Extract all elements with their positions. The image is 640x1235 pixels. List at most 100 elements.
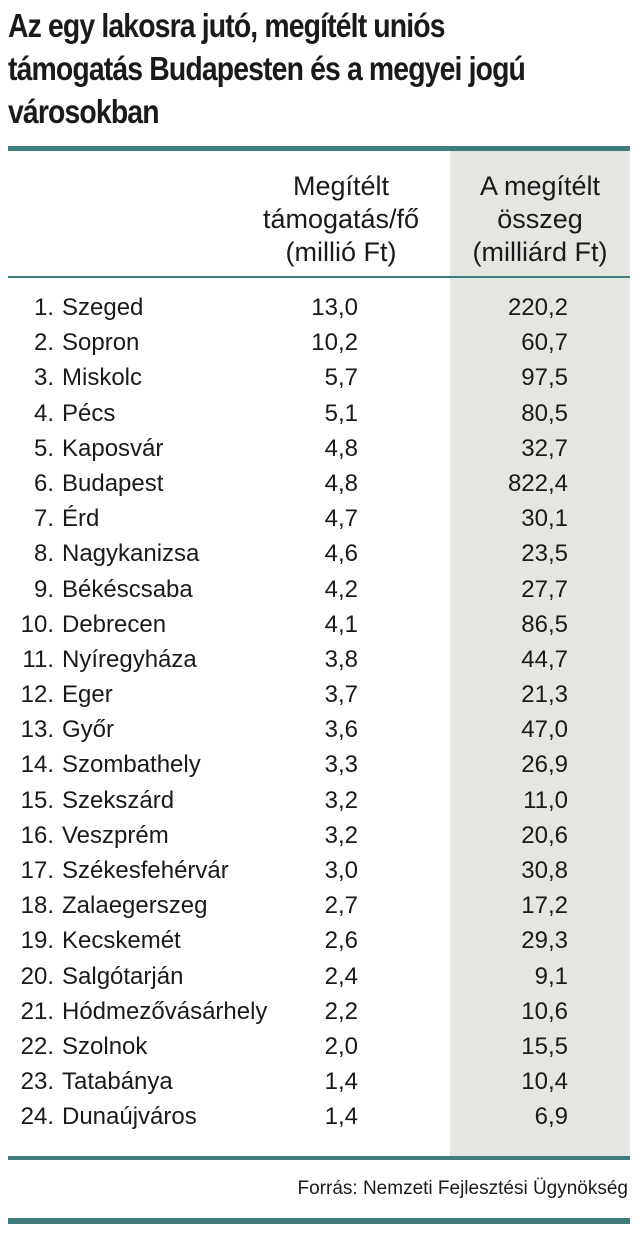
total-cell: 15,5	[521, 1032, 568, 1060]
rank-cell: 18.	[20, 892, 54, 920]
total-cell: 60,7	[521, 329, 568, 357]
total-cell: 23,5	[521, 540, 568, 568]
table-row: 17. Székesfehérvár 3,0 30,8	[0, 853, 640, 888]
city-cell: Szombathely	[62, 751, 201, 779]
city-cell: Hódmezővásárhely	[62, 997, 268, 1025]
per-capita-cell: 1,4	[324, 1103, 358, 1131]
table-row: 2. Sopron 10,2 60,7	[0, 325, 640, 360]
total-cell: 21,3	[521, 681, 568, 709]
per-capita-cell: 5,7	[324, 364, 358, 392]
per-capita-cell: 2,0	[324, 1032, 358, 1060]
rank-cell: 5.	[33, 434, 54, 462]
per-capita-cell: 4,8	[324, 434, 358, 462]
total-cell: 17,2	[521, 892, 568, 920]
city-cell: Békéscsaba	[62, 575, 193, 603]
header-rule	[8, 276, 630, 278]
source-note: Forrás: Nemzeti Fejlesztési Ügynökség	[297, 1178, 629, 1199]
total-cell: 44,7	[521, 645, 568, 673]
rank-cell: 8.	[33, 540, 54, 568]
city-cell: Kaposvár	[62, 434, 164, 462]
rank-cell: 15.	[20, 786, 54, 814]
rank-cell: 11.	[22, 645, 54, 673]
table-row: 24. Dunaújváros 1,4 6,9	[0, 1099, 640, 1134]
table-row: 21. Hódmezővásárhely 2,2 10,6	[0, 994, 640, 1029]
bottom-rule	[8, 1156, 630, 1160]
table-row: 13. Győr 3,6 47,0	[0, 712, 640, 747]
page-title: Az egy lakosra jutó, megítélt uniós támo…	[8, 4, 627, 133]
per-capita-cell: 1,4	[324, 1068, 358, 1096]
table-row: 3. Miskolc 5,7 97,5	[0, 360, 640, 395]
title-line: támogatás Budapesten és a megyei jogú	[8, 50, 526, 87]
total-cell: 30,1	[521, 505, 568, 533]
city-cell: Érd	[62, 505, 100, 533]
rank-cell: 2.	[33, 329, 54, 357]
column-header-line: A megítélt	[479, 171, 601, 201]
per-capita-cell: 5,1	[324, 399, 358, 427]
per-capita-cell: 4,2	[324, 575, 358, 603]
city-cell: Szekszárd	[62, 786, 175, 814]
total-cell: 97,5	[521, 364, 568, 392]
city-cell: Dunaújváros	[62, 1103, 197, 1131]
city-cell: Zalaegerszeg	[62, 892, 208, 920]
per-capita-cell: 13,0	[311, 294, 358, 321]
footer-rule	[8, 1218, 630, 1224]
table-row: 12. Eger 3,7 21,3	[0, 677, 640, 712]
per-capita-cell: 2,2	[324, 997, 358, 1025]
table-row: 1. Szeged 13,0 220,2	[0, 290, 640, 325]
city-cell: Nagykanizsa	[62, 540, 200, 568]
per-capita-cell: 3,2	[324, 821, 358, 849]
table-row: 18. Zalaegerszeg 2,7 17,2	[0, 888, 640, 923]
rank-cell: 7.	[33, 505, 54, 533]
table-row: 9. Békéscsaba 4,2 27,7	[0, 572, 640, 607]
table-row: 10. Debrecen 4,1 86,5	[0, 607, 640, 642]
rank-cell: 21.	[20, 997, 54, 1025]
rank-cell: 20.	[20, 962, 54, 990]
column-header-line: összeg	[497, 204, 583, 234]
rank-cell: 17.	[20, 857, 54, 884]
total-cell: 80,5	[521, 399, 568, 427]
column-header-line: Megítélt	[292, 171, 390, 201]
city-cell: Kecskemét	[62, 927, 181, 955]
rank-cell: 22.	[20, 1032, 54, 1060]
total-cell: 29,3	[521, 927, 568, 955]
table-row: 23. Tatabánya 1,4 10,4	[0, 1064, 640, 1099]
city-cell: Szolnok	[62, 1032, 148, 1060]
table-row: 15. Szekszárd 3,2 11,0	[0, 783, 640, 818]
total-cell: 10,4	[521, 1068, 568, 1096]
total-cell: 10,6	[521, 997, 568, 1025]
top-rule	[8, 146, 630, 151]
column-header-line: (milliárd Ft)	[472, 237, 608, 267]
city-cell: Székesfehérvár	[62, 857, 229, 884]
per-capita-cell: 2,6	[324, 927, 358, 955]
per-capita-cell: 2,4	[324, 962, 358, 990]
total-cell: 6,9	[534, 1103, 568, 1131]
per-capita-cell: 3,7	[324, 681, 358, 709]
total-cell: 822,4	[507, 469, 568, 497]
per-capita-cell: 3,0	[324, 857, 358, 884]
city-cell: Debrecen	[62, 610, 167, 638]
city-cell: Pécs	[62, 399, 116, 427]
city-cell: Sopron	[62, 329, 140, 357]
column-header-total: A megítélt összeg (milliárd Ft)	[450, 170, 630, 269]
city-cell: Salgótarján	[62, 962, 184, 990]
total-column-shading	[450, 151, 630, 1156]
title-line: városokban	[8, 93, 160, 130]
rank-cell: 1.	[33, 294, 54, 321]
rank-cell: 14.	[20, 751, 54, 779]
column-header-line: (millió Ft)	[285, 237, 397, 267]
per-capita-cell: 10,2	[311, 329, 358, 357]
per-capita-cell: 3,2	[324, 786, 358, 814]
per-capita-cell: 2,7	[324, 892, 358, 920]
rank-cell: 24.	[20, 1103, 54, 1131]
rank-cell: 10.	[20, 610, 54, 638]
rank-cell: 13.	[20, 716, 54, 744]
per-capita-cell: 4,8	[324, 469, 358, 497]
table-row: 20. Salgótarján 2,4 9,1	[0, 959, 640, 994]
per-capita-cell: 4,6	[324, 540, 358, 568]
rank-cell: 4.	[33, 399, 54, 427]
total-cell: 86,5	[521, 610, 568, 638]
city-cell: Győr	[62, 716, 115, 744]
rank-cell: 9.	[33, 575, 54, 603]
total-cell: 47,0	[521, 716, 568, 744]
total-cell: 27,7	[521, 575, 568, 603]
